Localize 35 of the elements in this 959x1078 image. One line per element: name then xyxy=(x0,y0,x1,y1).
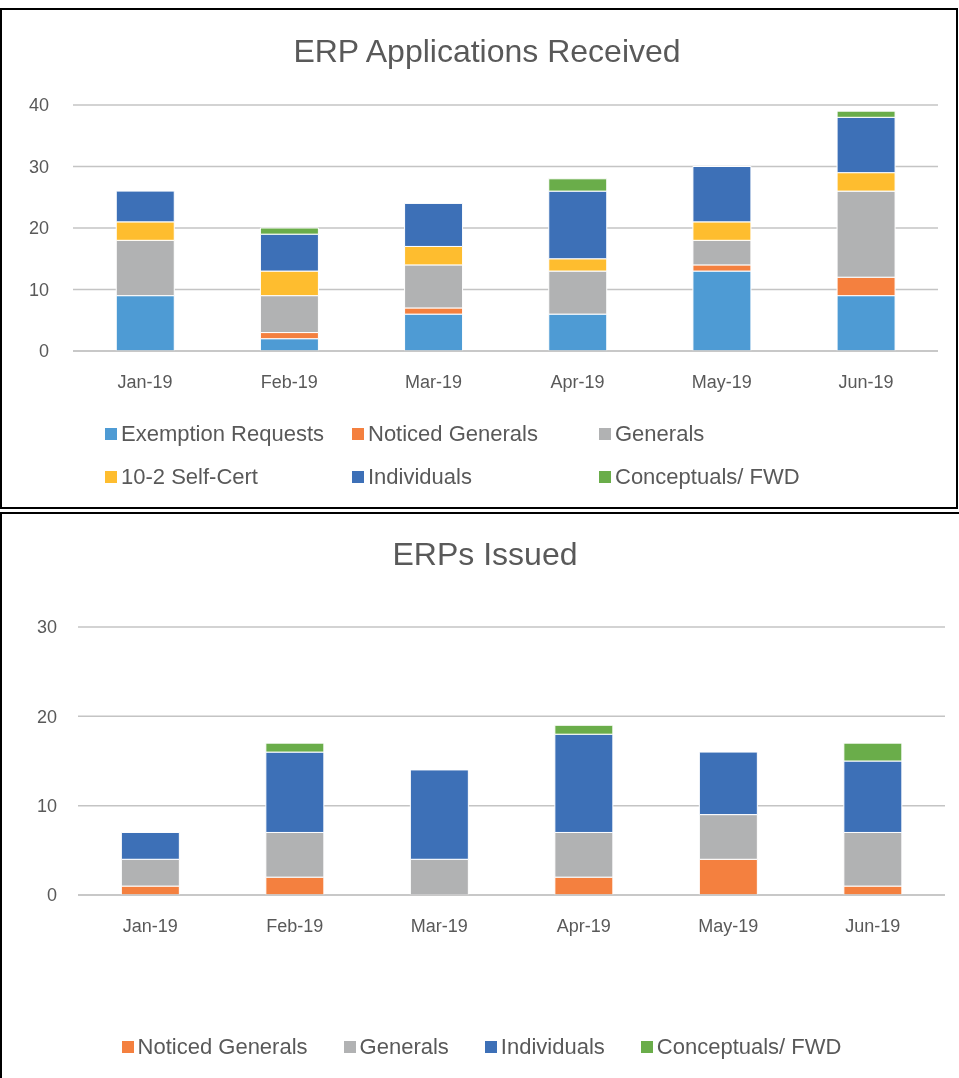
x-tick-label: Mar-19 xyxy=(404,371,462,392)
legend-label: Individuals xyxy=(500,1033,605,1060)
legend-label: Noticed Generals xyxy=(137,1033,308,1060)
x-tick-label: Apr-19 xyxy=(550,371,605,392)
x-tick-label: Apr-19 xyxy=(556,915,611,936)
y-tick-label: 30 xyxy=(28,156,49,177)
y-tick-label: 40 xyxy=(28,95,49,116)
chart-title: ERP Applications Received xyxy=(292,32,682,71)
x-tick-label: Jan-19 xyxy=(122,915,178,936)
x-tick-label: Jan-19 xyxy=(117,371,173,392)
y-tick-label: 10 xyxy=(36,796,57,817)
legend-label: Generals xyxy=(359,1033,449,1060)
y-tick-label: 0 xyxy=(46,885,57,906)
x-tick-label: Jun-19 xyxy=(845,915,901,936)
x-tick-label: Jun-19 xyxy=(838,371,894,392)
chart-title: ERPs Issued xyxy=(391,535,579,574)
x-tick-label: May-19 xyxy=(691,371,752,392)
legend-label: Conceptuals/ FWD xyxy=(615,463,800,490)
x-tick-label: May-19 xyxy=(698,915,759,936)
legend-label: Conceptuals/ FWD xyxy=(656,1033,842,1060)
legend-label: Noticed Generals xyxy=(368,420,538,447)
x-tick-label: Mar-19 xyxy=(410,915,468,936)
y-tick-label: 10 xyxy=(28,279,49,300)
bar xyxy=(404,313,464,351)
bar xyxy=(692,270,752,351)
legend-label: Generals xyxy=(615,420,705,447)
y-tick-label: 20 xyxy=(28,218,49,239)
legend-label: 10-2 Self-Cert xyxy=(121,463,258,490)
y-tick-label: 30 xyxy=(36,617,57,638)
y-tick-label: 0 xyxy=(38,341,49,362)
y-tick-label: 20 xyxy=(36,706,57,727)
legend-label: Individuals xyxy=(368,463,472,490)
legend-label: Exemption Requests xyxy=(121,420,324,447)
x-tick-label: Feb-19 xyxy=(266,915,324,936)
x-tick-label: Feb-19 xyxy=(260,371,318,392)
